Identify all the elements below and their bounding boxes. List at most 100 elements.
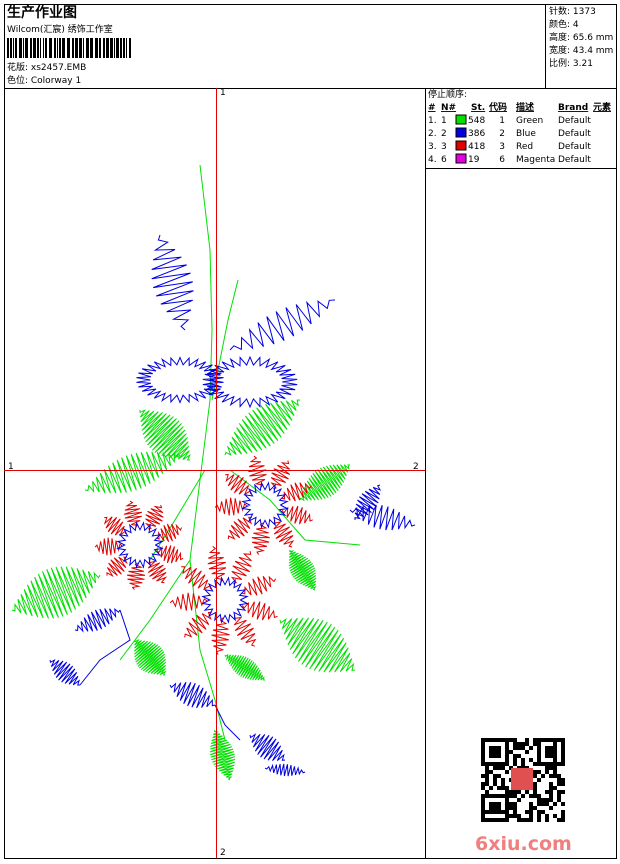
qr-cell bbox=[489, 738, 493, 742]
qr-cell bbox=[553, 802, 557, 806]
qr-cell bbox=[513, 802, 517, 806]
design: 花版: xs2457.EMB bbox=[7, 61, 86, 73]
qr-cell bbox=[561, 782, 565, 786]
stitch bbox=[133, 639, 167, 676]
qr-cell bbox=[553, 750, 557, 754]
bar bbox=[10, 38, 12, 58]
qr-cell bbox=[493, 802, 497, 806]
qr-cell bbox=[501, 786, 505, 790]
stitch bbox=[229, 469, 361, 546]
qr-cell bbox=[485, 782, 489, 786]
bar bbox=[86, 38, 89, 58]
stitch bbox=[201, 576, 249, 624]
stitch bbox=[49, 658, 81, 686]
qr-cell bbox=[501, 794, 505, 798]
qr-cell bbox=[537, 742, 541, 746]
qr-cell bbox=[525, 738, 529, 742]
qr-cell bbox=[485, 778, 489, 782]
cell: 3. bbox=[428, 142, 437, 152]
stitch bbox=[84, 451, 181, 494]
stitch bbox=[136, 356, 224, 404]
qr-cell bbox=[489, 746, 493, 750]
qr-cell bbox=[557, 778, 561, 782]
qr-cell bbox=[501, 818, 505, 822]
qr-cell bbox=[485, 794, 489, 798]
stitch bbox=[209, 729, 236, 781]
qr-cell bbox=[493, 782, 497, 786]
qr-cell bbox=[541, 738, 545, 742]
barcode bbox=[7, 38, 131, 58]
qr-cell bbox=[549, 782, 553, 786]
bar bbox=[126, 38, 127, 58]
bar bbox=[23, 38, 24, 58]
stitch bbox=[349, 504, 416, 531]
qr-cell bbox=[557, 762, 561, 766]
bar bbox=[120, 38, 122, 58]
stitch bbox=[248, 455, 267, 488]
watermark: 6xiu.com bbox=[475, 833, 572, 855]
qr-cell bbox=[481, 782, 485, 786]
cell: 2 bbox=[441, 129, 447, 139]
qr-cell bbox=[485, 810, 489, 814]
stitch bbox=[224, 399, 301, 456]
column-header: N# bbox=[441, 103, 456, 113]
cell: 1 bbox=[499, 116, 505, 126]
qr-cell bbox=[553, 774, 557, 778]
qr-cell bbox=[501, 762, 505, 766]
stitch bbox=[225, 474, 252, 496]
stitch bbox=[281, 482, 312, 502]
qr-cell bbox=[497, 754, 501, 758]
qr-cell bbox=[553, 770, 557, 774]
qr-cell bbox=[493, 738, 497, 742]
stitch bbox=[230, 551, 252, 585]
qr-cell bbox=[521, 758, 525, 762]
bar bbox=[123, 38, 125, 58]
bar bbox=[59, 38, 61, 58]
qr-cell bbox=[549, 794, 553, 798]
stitch bbox=[147, 559, 168, 584]
qr-cell bbox=[509, 790, 513, 794]
qr-cell bbox=[513, 806, 517, 810]
stitch bbox=[251, 522, 270, 555]
qr-cell bbox=[553, 814, 557, 818]
qr-cell bbox=[513, 794, 517, 798]
qr-cell bbox=[545, 818, 549, 822]
qr-cell bbox=[529, 794, 533, 798]
qr-cell bbox=[537, 794, 541, 798]
qr-cell bbox=[537, 814, 541, 818]
qr-cell bbox=[489, 754, 493, 758]
qr-cell bbox=[513, 758, 517, 762]
qr-cell bbox=[509, 814, 513, 818]
qr-cell bbox=[537, 770, 541, 774]
stitch bbox=[156, 523, 182, 543]
bar bbox=[103, 38, 105, 58]
qr-cell bbox=[493, 806, 497, 810]
qr-cell bbox=[533, 742, 537, 746]
qr-cell bbox=[493, 778, 497, 782]
qr-cell bbox=[517, 790, 521, 794]
cell: 19 bbox=[468, 155, 480, 165]
qr-cell bbox=[541, 810, 545, 814]
qr-cell bbox=[505, 758, 509, 762]
qr-cell bbox=[525, 818, 529, 822]
qr-cell bbox=[489, 806, 493, 810]
stitch bbox=[214, 497, 248, 516]
column-header: St. bbox=[471, 103, 485, 113]
qr-logo bbox=[511, 768, 533, 790]
stitch bbox=[116, 521, 164, 569]
qr-cell bbox=[545, 766, 549, 770]
qr-cell bbox=[545, 802, 549, 806]
qr-cell bbox=[493, 750, 497, 754]
qr-cell bbox=[529, 802, 533, 806]
bar bbox=[83, 38, 84, 58]
qr-cell bbox=[537, 798, 541, 802]
qr-cell bbox=[545, 790, 549, 794]
qr-cell bbox=[549, 766, 553, 770]
qr-cell bbox=[489, 802, 493, 806]
qr-cell bbox=[561, 778, 565, 782]
qr-cell bbox=[505, 806, 509, 810]
stitch bbox=[214, 704, 241, 741]
qr-cell bbox=[521, 818, 525, 822]
qr-cell bbox=[517, 742, 521, 746]
stitch bbox=[207, 546, 227, 583]
